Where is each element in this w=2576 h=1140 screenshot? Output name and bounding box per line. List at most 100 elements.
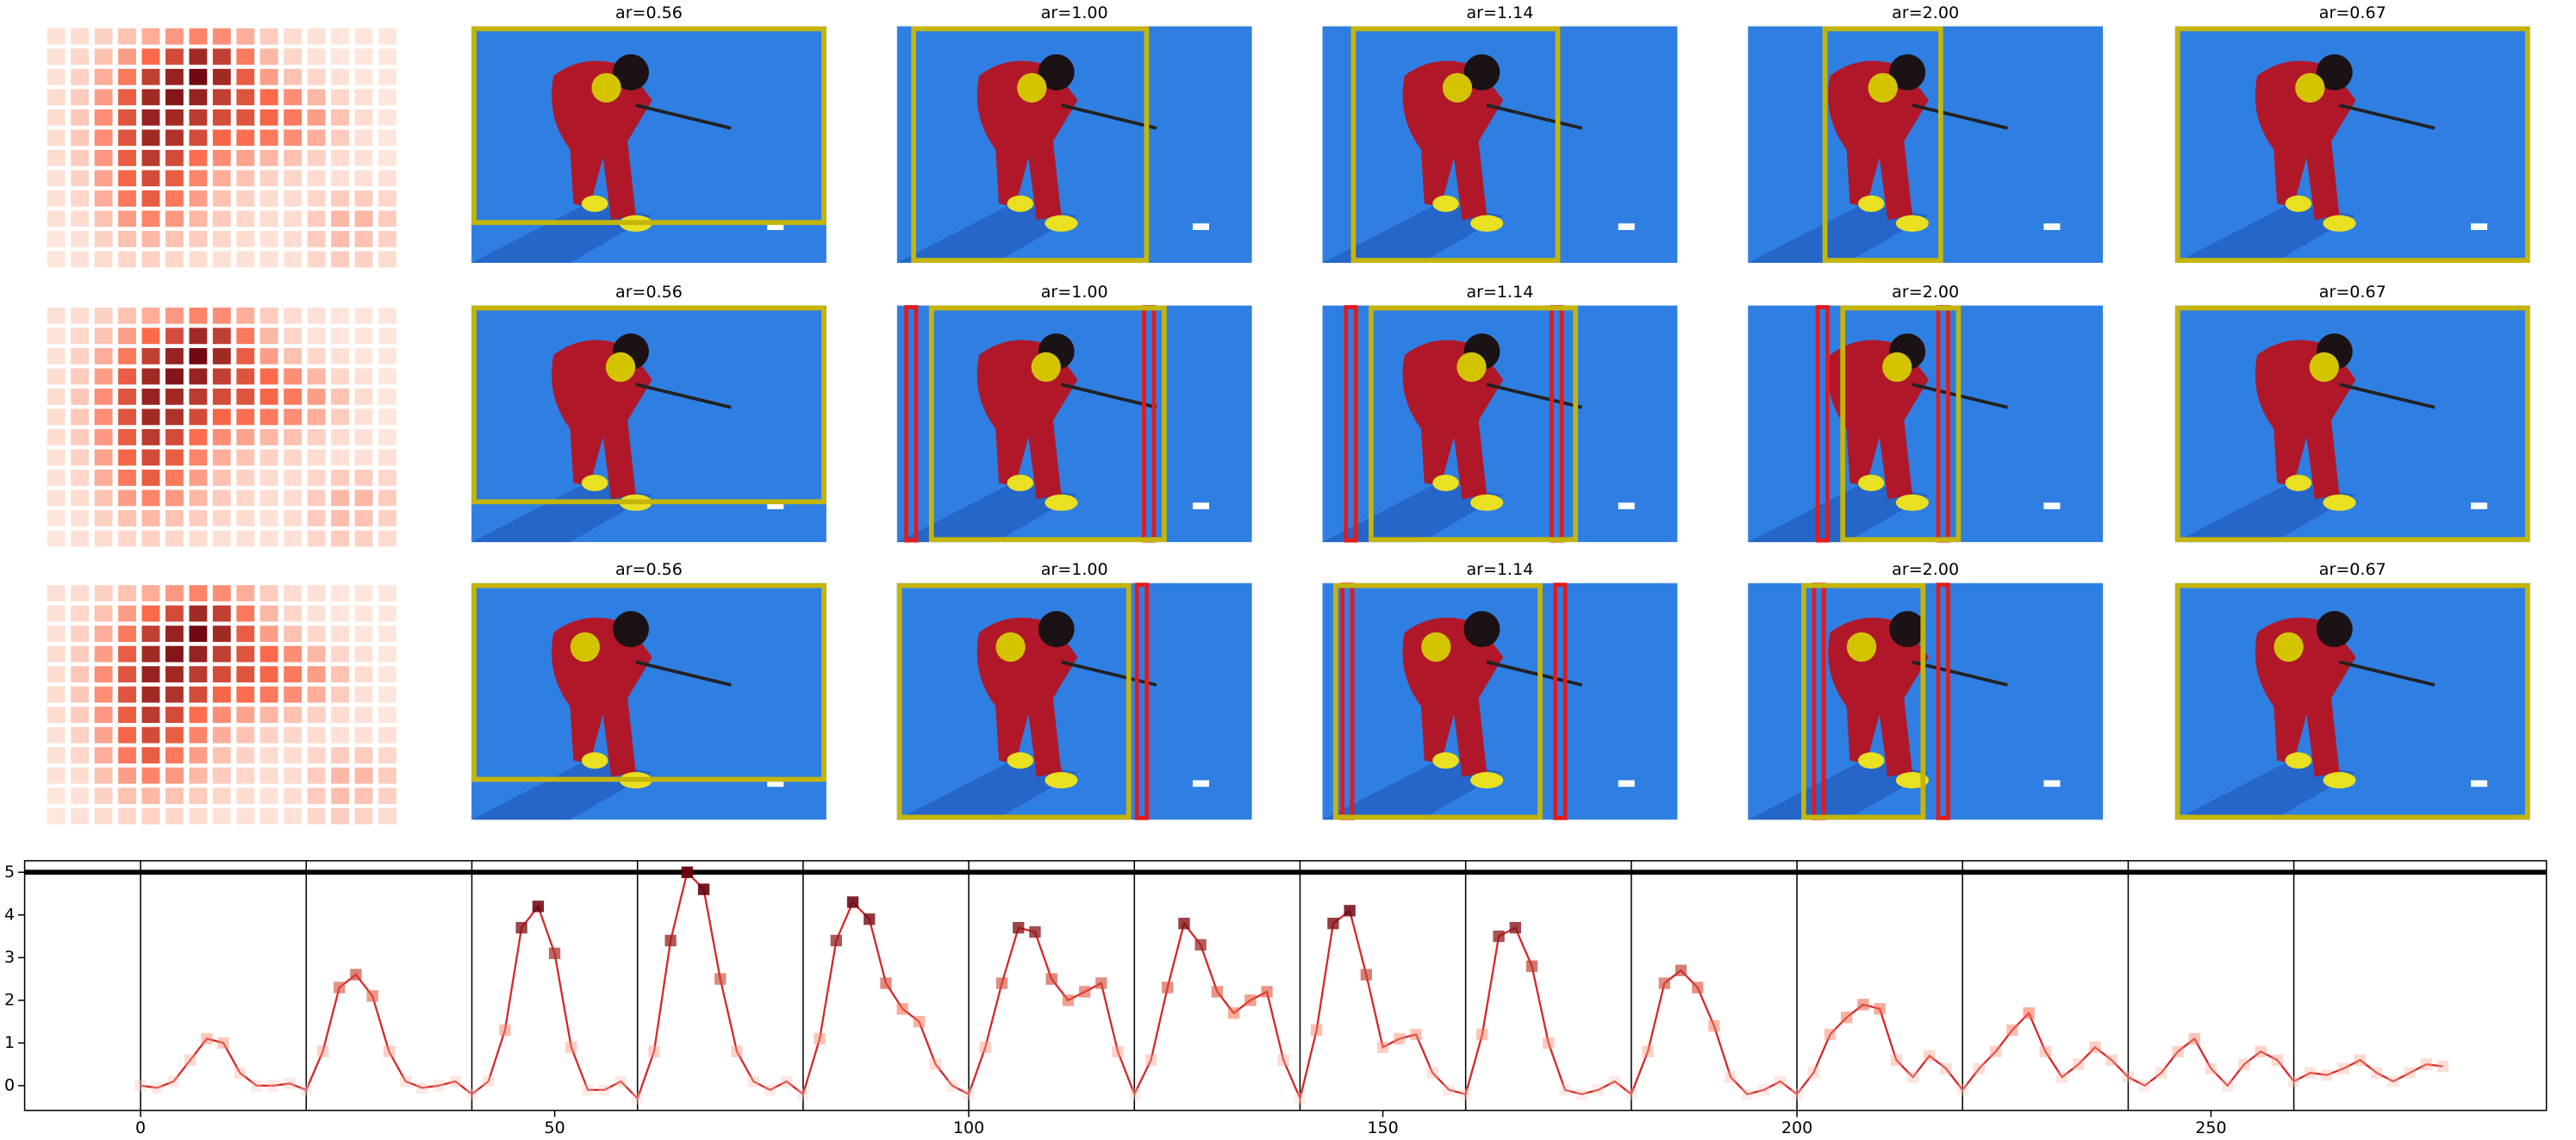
heatmap-cell: [141, 429, 160, 445]
heatmap-cell: [354, 347, 373, 364]
y-tick-label: 4: [4, 905, 15, 924]
heatmap-cell: [284, 347, 303, 364]
marker: [1145, 1054, 1157, 1066]
shoe: [2285, 474, 2312, 491]
keypoint: [1031, 352, 1061, 383]
heatmap-cell: [71, 510, 90, 526]
heatmap-cell: [307, 666, 326, 682]
heatmap-cell: [94, 767, 113, 784]
marker: [913, 1015, 926, 1028]
heatmap-cell: [284, 429, 303, 445]
heatmap-cell: [212, 210, 231, 227]
red-box-edge: [1344, 305, 1358, 543]
heatmap-cell: [94, 230, 113, 247]
heatmap-cell: [284, 109, 303, 126]
shoe: [2323, 215, 2356, 232]
heatmap-cell: [71, 307, 90, 324]
marker: [2073, 1058, 2085, 1070]
heatmap-cell: [236, 767, 255, 784]
heatmap-cell: [189, 129, 208, 146]
shoe: [1857, 474, 1885, 491]
heatmap-cell: [71, 489, 90, 507]
heatmap-cell: [71, 251, 90, 268]
heatmap-cell: [71, 28, 90, 45]
heatmap-cell: [259, 68, 278, 85]
heatmap-cell: [165, 129, 184, 146]
panel-title: ar=1.14: [1466, 3, 1533, 22]
heatmap-cell: [259, 251, 278, 268]
heatmap-cell: [331, 327, 350, 345]
heatmap-cell: [236, 251, 255, 268]
field-mark: [2471, 502, 2488, 509]
heatmap-cell: [189, 388, 208, 405]
heatmap-cell: [141, 645, 160, 663]
heatmap-cell: [47, 510, 65, 526]
marker: [151, 1081, 164, 1094]
marker: [1625, 1088, 1637, 1100]
heatmap-cell: [165, 28, 184, 45]
heatmap-cell: [94, 307, 113, 324]
heatmap-cell: [284, 510, 303, 526]
heatmap-cell: [118, 707, 136, 723]
field-mark: [1618, 780, 1635, 788]
heatmap-cell: [284, 388, 303, 405]
heatmap-cell: [71, 626, 90, 642]
heatmap-cell: [259, 530, 278, 547]
marker: [598, 1084, 610, 1096]
heatmap-cell: [71, 89, 90, 106]
heatmap-cell: [212, 489, 231, 507]
heatmap-cell: [47, 307, 65, 324]
heatmap-cell: [212, 429, 231, 445]
heatmap-cell: [94, 726, 113, 744]
heatmap-cell: [354, 307, 373, 324]
heatmap-cell: [331, 585, 350, 601]
marker: [2305, 1067, 2317, 1079]
heatmap-cell: [141, 368, 160, 385]
heatmap-cell: [307, 210, 326, 227]
heatmap-cell: [71, 449, 90, 466]
heatmap-cell: [165, 210, 184, 227]
head: [1463, 611, 1500, 648]
heatmap-cell: [118, 230, 136, 247]
heatmap-cell: [307, 89, 326, 106]
heatmap-cell: [331, 28, 350, 45]
marker: [2188, 1032, 2200, 1045]
heatmap-cell: [212, 129, 231, 146]
heatmap-cell: [354, 449, 373, 466]
marker: [1642, 1045, 1654, 1057]
heatmap-cell: [307, 726, 326, 744]
head: [613, 611, 649, 648]
heatmap-cell: [71, 686, 90, 703]
heatmap-cell: [354, 767, 373, 784]
heatmap-cell: [378, 388, 396, 405]
heatmap-cell: [165, 190, 184, 207]
heatmap-cell: [94, 510, 113, 526]
heatmap-cell: [118, 210, 136, 227]
heatmap-cell: [307, 109, 326, 126]
heatmap-cell: [118, 645, 136, 663]
heatmap-cell: [141, 449, 160, 466]
yellow-box: [471, 582, 826, 782]
yellow-box: [2174, 582, 2530, 820]
marker: [449, 1075, 461, 1087]
heatmap-cell: [212, 48, 231, 65]
heatmap-cell: [189, 489, 208, 507]
marker: [1244, 994, 1257, 1006]
heatmap-cell: [47, 726, 65, 744]
x-tick-label: 50: [544, 1118, 564, 1137]
heatmap-cell: [284, 626, 303, 642]
heatmap-cell: [165, 327, 184, 345]
marker: [565, 1041, 577, 1054]
heatmap-cell: [189, 429, 208, 445]
marker: [2371, 1067, 2383, 1079]
heatmap-cell: [212, 767, 231, 784]
heatmap-cell: [331, 129, 350, 146]
heatmap-cell: [236, 605, 255, 622]
heatmap-cell: [189, 89, 208, 106]
marker: [234, 1067, 246, 1079]
shoe: [1895, 215, 1929, 232]
heatmap-cell: [378, 408, 396, 426]
heatmap-cell: [141, 788, 160, 805]
heatmap-cell: [331, 726, 350, 744]
